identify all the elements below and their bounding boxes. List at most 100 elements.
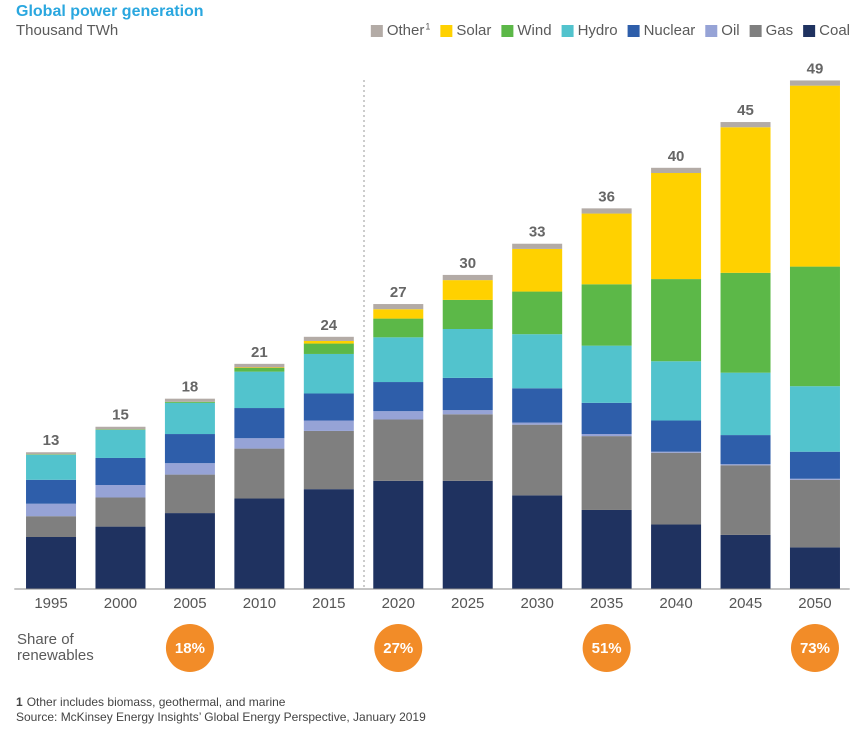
x-tick-label: 2000	[104, 595, 137, 612]
bar-segment	[651, 420, 702, 452]
bar-segment	[234, 498, 285, 589]
share-circle	[790, 624, 839, 672]
bar-segment	[303, 430, 354, 490]
total-label: 21	[251, 344, 268, 361]
legend-label: Nuclear	[644, 22, 696, 39]
bar-segment	[234, 438, 285, 449]
bar-segment	[164, 402, 215, 435]
bar-segment	[651, 452, 702, 525]
total-label: 40	[668, 148, 685, 165]
share-label: Share of renewables	[17, 631, 94, 664]
share-circle	[374, 624, 423, 672]
x-tick-label: 2030	[520, 595, 553, 612]
bar-segment	[26, 452, 77, 455]
legend-label: Hydro	[578, 22, 618, 39]
bar-segment	[720, 272, 771, 373]
legend-label: Gas	[766, 22, 794, 39]
bar-segment	[442, 280, 493, 300]
x-tick-label: 1995	[34, 595, 67, 612]
total-label: 49	[807, 60, 824, 77]
bar-segment	[789, 80, 840, 86]
bar-segment	[303, 420, 354, 431]
bar-segment	[95, 426, 146, 430]
x-tick-label: 2015	[312, 595, 345, 612]
legend-swatch	[561, 25, 574, 37]
bar-segment	[164, 474, 215, 514]
bar-segment	[581, 213, 632, 285]
bar-segment	[303, 340, 354, 344]
bar-segment	[95, 429, 146, 430]
bar-segment	[789, 547, 840, 589]
bar-segment	[234, 368, 285, 372]
legend-label: Wind	[517, 22, 551, 39]
bar-segment	[789, 479, 840, 548]
bar-segment	[303, 343, 354, 354]
bar-segment	[164, 513, 215, 589]
bar-segment	[442, 299, 493, 329]
legend-swatch	[440, 25, 453, 37]
bar-segment	[720, 372, 771, 436]
legend-swatch	[749, 25, 762, 37]
bar-segment	[789, 451, 840, 479]
total-label: 13	[43, 432, 60, 449]
total-label: 24	[320, 317, 337, 334]
bar-segment	[651, 173, 702, 280]
x-tick-label: 2035	[590, 595, 623, 612]
x-tick-label: 2045	[729, 595, 762, 612]
bar-segment	[651, 451, 702, 453]
bar-segment	[442, 414, 493, 481]
bar-segment	[512, 495, 563, 589]
bar-segment	[651, 167, 702, 173]
bar-segment	[651, 361, 702, 421]
bar-segment	[373, 304, 424, 310]
bar-segment	[581, 208, 632, 214]
bar-segment	[26, 454, 77, 455]
bar-segment	[512, 243, 563, 249]
chart-subtitle: Thousand TWh	[16, 22, 118, 39]
source: Source: McKinsey Energy Insights’ Global…	[16, 710, 426, 724]
bar-segment	[581, 434, 632, 437]
bar-segment	[303, 393, 354, 421]
bar-segment	[581, 436, 632, 510]
legend-swatch	[705, 25, 718, 37]
bar-segment	[512, 388, 563, 423]
legend-label: Oil	[721, 22, 739, 39]
bar-segment	[373, 480, 424, 589]
bar-segment	[581, 402, 632, 435]
bar-segment	[720, 122, 771, 128]
bar-segment	[164, 463, 215, 475]
share-circle	[582, 624, 631, 672]
total-label: 15	[112, 407, 129, 424]
bar-segment	[234, 408, 285, 439]
total-label: 18	[182, 379, 199, 396]
bar-segment	[651, 279, 702, 362]
bar-segment	[789, 266, 840, 387]
bar-segment	[164, 398, 215, 402]
bar-segment	[720, 127, 771, 273]
bar-segment	[234, 363, 285, 368]
bar-segment	[26, 454, 77, 480]
bar-segment	[234, 371, 285, 409]
bar-segment	[512, 422, 563, 425]
legend-note-marker: 1	[425, 21, 430, 31]
legend-swatch	[370, 25, 383, 37]
legend-swatch	[627, 25, 640, 37]
share-value: 18%	[175, 640, 205, 657]
legend-label: Solar	[456, 22, 491, 39]
bar-segment	[581, 509, 632, 589]
bar-segment	[26, 537, 77, 589]
bar-segment	[789, 386, 840, 452]
bar-segment	[720, 435, 771, 465]
bar-segment	[720, 465, 771, 535]
bar-segment	[95, 497, 146, 527]
bar-segment	[164, 401, 215, 403]
bar-segment	[95, 429, 146, 458]
bar-segment	[373, 309, 424, 319]
share-value: 27%	[383, 640, 413, 657]
bar-segment	[95, 485, 146, 498]
x-tick-label: 2010	[243, 595, 276, 612]
bar-segment	[26, 479, 77, 504]
bar-segment	[373, 318, 424, 338]
footnote: 1 Other includes biomass, geothermal, and…	[16, 695, 286, 709]
bar-segment	[234, 448, 285, 499]
